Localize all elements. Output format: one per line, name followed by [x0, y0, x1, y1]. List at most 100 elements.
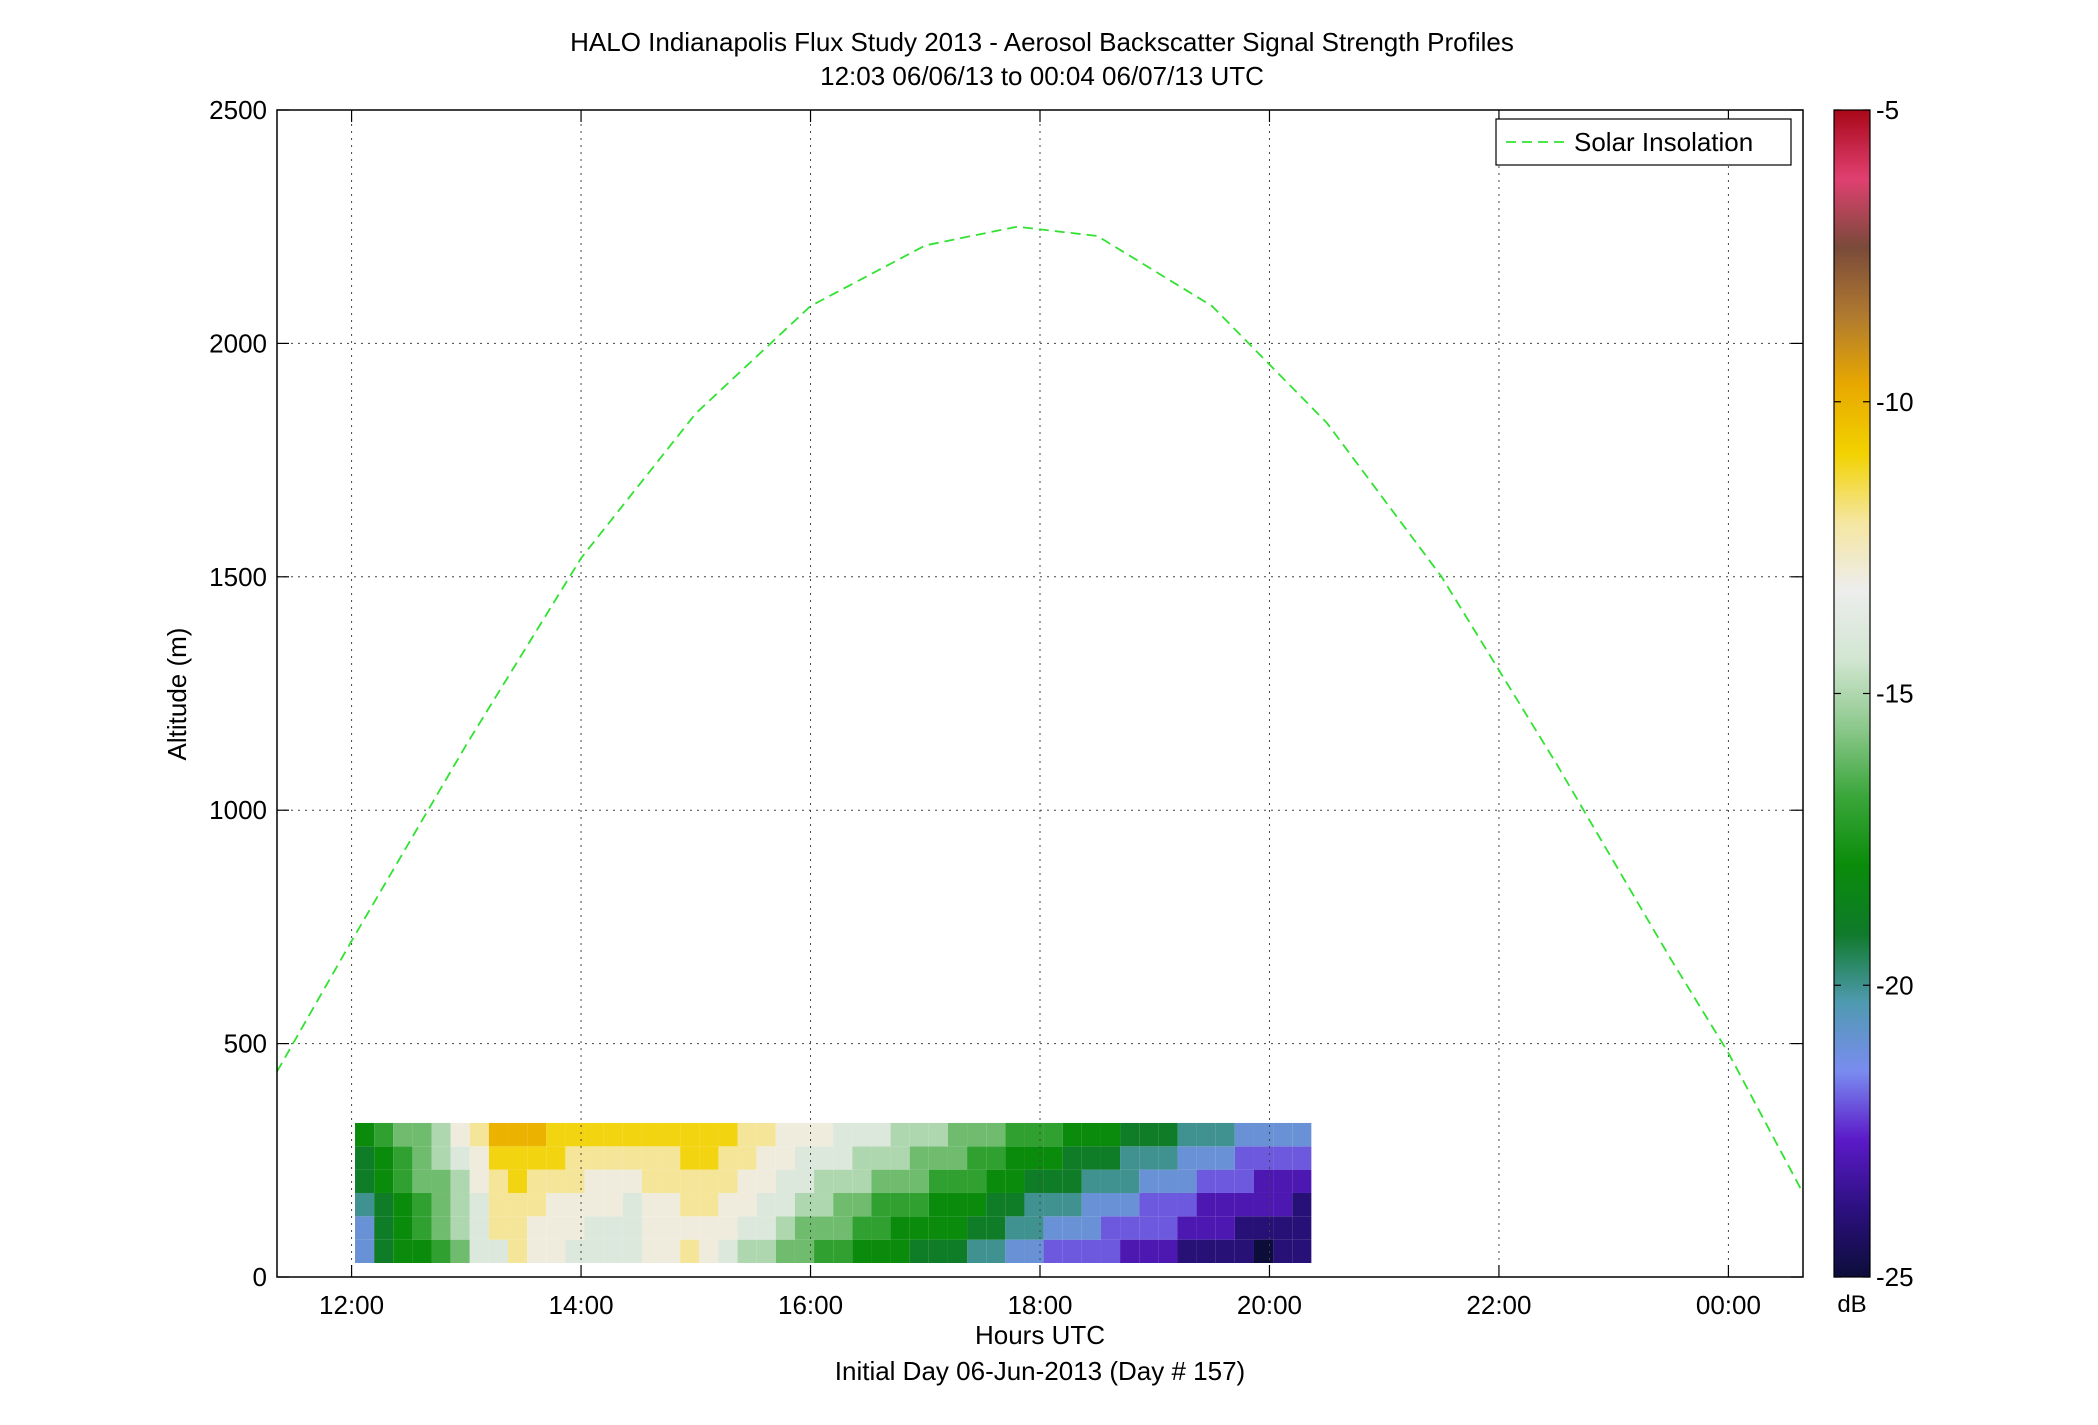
heatmap-cell — [947, 1192, 968, 1217]
heatmap-cell — [355, 1239, 375, 1263]
heatmap-cell — [661, 1216, 681, 1240]
heatmap-cell — [450, 1192, 470, 1217]
heatmap-cell — [584, 1239, 604, 1263]
heatmap-cell — [450, 1169, 470, 1193]
heatmap-cell — [699, 1122, 719, 1147]
heatmap-cell — [967, 1146, 987, 1170]
heatmap-cell — [1024, 1239, 1044, 1263]
heatmap-cell — [699, 1192, 719, 1217]
heatmap-cell — [1024, 1146, 1044, 1170]
heatmap-cell — [546, 1216, 566, 1240]
heatmap-cell — [508, 1192, 528, 1217]
heatmap-cell — [1024, 1216, 1044, 1240]
heatmap-cell — [508, 1122, 528, 1147]
heatmap-cell — [814, 1192, 834, 1217]
heatmap-cell — [947, 1239, 968, 1263]
heatmap-cell — [852, 1216, 872, 1240]
heatmap-cell — [871, 1122, 891, 1147]
chart-subtitle: 12:03 06/06/13 to 00:04 06/07/13 UTC — [820, 61, 1264, 91]
heatmap-cell — [565, 1192, 585, 1217]
heatmap-cell — [488, 1122, 509, 1147]
heatmap-cell — [928, 1192, 948, 1217]
y-tick-label: 2000 — [209, 328, 267, 358]
heatmap-cell — [1062, 1146, 1082, 1170]
heatmap-cell — [1196, 1239, 1216, 1263]
heatmap-cell — [393, 1216, 413, 1240]
heatmap-cell — [546, 1169, 566, 1193]
heatmap-cell — [680, 1146, 700, 1170]
heatmap-cell — [412, 1146, 432, 1170]
heatmap-cell — [699, 1169, 719, 1193]
heatmap-cell — [374, 1169, 394, 1193]
heatmap-cell — [1158, 1239, 1178, 1263]
heatmap-cell — [661, 1122, 681, 1147]
heatmap-cell — [1120, 1239, 1140, 1263]
heatmap-cell — [1215, 1192, 1235, 1217]
heatmap-cell — [1005, 1216, 1025, 1240]
heatmap-cell — [431, 1239, 451, 1263]
heatmap-cell — [603, 1216, 623, 1240]
heatmap-cell — [852, 1169, 872, 1193]
heatmap-cell — [680, 1122, 700, 1147]
heatmap-cell — [641, 1192, 662, 1217]
heatmap-cell — [814, 1239, 834, 1263]
heatmap-cell — [508, 1169, 528, 1193]
heatmap-cell — [1273, 1239, 1293, 1263]
heatmap-cell — [469, 1146, 489, 1170]
heatmap-cell — [890, 1146, 910, 1170]
heatmap-cell — [1292, 1122, 1312, 1147]
heatmap-cell — [661, 1239, 681, 1263]
heatmap-cell — [1005, 1192, 1025, 1217]
heatmap-cell — [1139, 1169, 1159, 1193]
heatmap-cell — [871, 1239, 891, 1263]
heatmap-cell — [393, 1122, 413, 1147]
heatmap-cell — [508, 1239, 528, 1263]
heatmap-cell — [1043, 1122, 1063, 1147]
heatmap-cell — [718, 1216, 738, 1240]
heatmap-cell — [1273, 1146, 1293, 1170]
heatmap-cell — [603, 1192, 623, 1217]
heatmap-cell — [527, 1216, 547, 1240]
heatmap-cell — [508, 1216, 528, 1240]
colorbar-tick-label: -20 — [1876, 970, 1914, 1000]
heatmap-cell — [622, 1192, 642, 1217]
heatmap-cell — [488, 1216, 509, 1240]
heatmap-cell — [986, 1122, 1006, 1147]
heatmap-cell — [1139, 1192, 1159, 1217]
x-tick-label: 16:00 — [778, 1290, 843, 1320]
heatmap-cell — [852, 1122, 872, 1147]
heatmap-cell — [450, 1122, 470, 1147]
heatmap-cell — [1043, 1216, 1063, 1240]
heatmap-cell — [1043, 1239, 1063, 1263]
heatmap-cell — [546, 1192, 566, 1217]
heatmap-cell — [1196, 1122, 1216, 1147]
heatmap-cell — [909, 1169, 929, 1193]
heatmap-cell — [986, 1239, 1006, 1263]
axes-background — [277, 110, 1803, 1277]
heatmap-cell — [488, 1169, 509, 1193]
heatmap-cell — [1215, 1239, 1235, 1263]
heatmap-cell — [412, 1192, 432, 1217]
heatmap-cell — [756, 1169, 776, 1193]
heatmap-cell — [1005, 1146, 1025, 1170]
x-tick-label: 22:00 — [1466, 1290, 1531, 1320]
heatmap-cell — [1253, 1192, 1274, 1217]
heatmap-cell — [1292, 1192, 1312, 1217]
heatmap-cell — [986, 1146, 1006, 1170]
heatmap-cell — [909, 1122, 929, 1147]
y-tick-label: 500 — [224, 1029, 267, 1059]
heatmap-cell — [450, 1216, 470, 1240]
heatmap-cell — [1177, 1239, 1197, 1263]
heatmap-cell — [718, 1192, 738, 1217]
heatmap-cell — [584, 1216, 604, 1240]
heatmap-cell — [890, 1169, 910, 1193]
heatmap-cell — [1081, 1169, 1101, 1193]
heatmap-cell — [1158, 1192, 1178, 1217]
heatmap-cell — [833, 1216, 853, 1240]
heatmap-cell — [412, 1169, 432, 1193]
heatmap-cell — [1120, 1192, 1140, 1217]
heatmap-cell — [565, 1146, 585, 1170]
heatmap-cell — [622, 1122, 642, 1147]
heatmap-cell — [890, 1122, 910, 1147]
heatmap-cell — [967, 1122, 987, 1147]
